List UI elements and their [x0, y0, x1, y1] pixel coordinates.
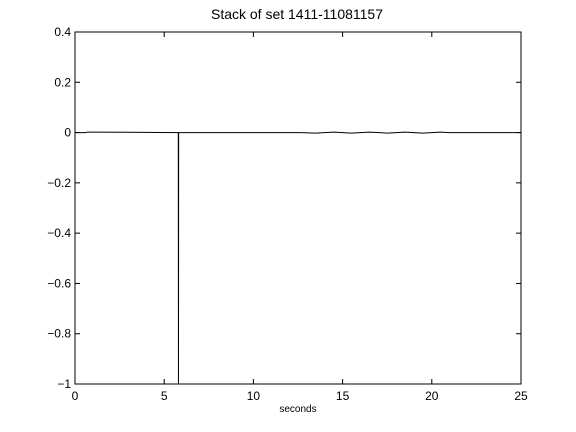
x-axis: 0 5 10 15 20 25 — [72, 32, 528, 403]
x-tick-label: 25 — [514, 389, 528, 403]
x-tick-label: 15 — [336, 389, 350, 403]
y-tick-label: 0.4 — [54, 25, 71, 39]
y-tick-label: −0.8 — [47, 327, 71, 341]
y-tick-label: −0.2 — [47, 176, 71, 190]
x-tick-label: 20 — [425, 389, 439, 403]
y-tick-label: −1 — [57, 377, 71, 391]
series-line — [75, 131, 521, 385]
x-tick-label: 10 — [247, 389, 261, 403]
x-axis-label: seconds — [279, 404, 316, 415]
x-tick-label: 5 — [161, 389, 168, 403]
plot-area-frame — [74, 31, 522, 385]
series-layer — [75, 131, 521, 385]
x-tick-label: 0 — [72, 389, 79, 403]
y-tick-label: 0.2 — [54, 75, 71, 89]
y-tick-label: 0 — [64, 126, 71, 140]
y-tick-label: −0.6 — [47, 276, 71, 290]
y-tick-label: −0.4 — [47, 226, 71, 240]
chart-title: Stack of set 1411-11081157 — [211, 6, 383, 22]
y-axis: −1 −0.8 −0.6 −0.4 −0.2 0 0.2 0.4 — [47, 25, 521, 391]
